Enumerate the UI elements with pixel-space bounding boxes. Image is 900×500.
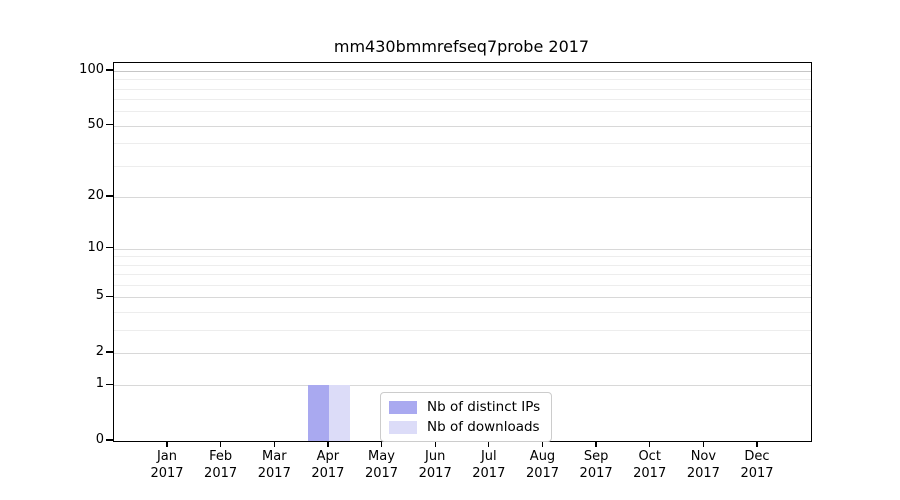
- x-tick-label: May 2017: [352, 448, 412, 482]
- x-tick-year: 2017: [418, 466, 452, 481]
- x-tick-label: Apr 2017: [298, 448, 358, 482]
- major-gridline: [114, 196, 811, 198]
- bar-distinct-ips: [307, 385, 329, 441]
- legend: Nb of distinct IPs Nb of downloads: [380, 392, 553, 442]
- legend-item-downloads: Nb of downloads: [389, 419, 540, 435]
- chart-title: mm430bmmrefseq7probe 2017: [333, 37, 590, 56]
- x-tick-month: Feb: [209, 449, 233, 464]
- x-tick-month: Apr: [316, 449, 340, 464]
- downloads-swatch: [389, 420, 417, 434]
- bars-layer: [114, 63, 811, 441]
- minor-gridline: [114, 99, 811, 101]
- major-gridline: [114, 248, 811, 250]
- x-tick-year: 2017: [740, 466, 774, 481]
- x-tick-label: Jun 2017: [405, 448, 465, 482]
- x-tick-year: 2017: [257, 466, 291, 481]
- x-tick-label: Sep 2017: [566, 448, 626, 482]
- minor-gridline: [114, 285, 811, 286]
- major-gridline: [114, 125, 811, 127]
- x-tick-year: 2017: [525, 466, 560, 481]
- x-tick-month: Jul: [480, 449, 497, 464]
- y-tick-label: 10: [87, 239, 104, 255]
- major-gridline: [114, 71, 811, 72]
- x-tick-year: 2017: [204, 466, 238, 481]
- x-tick-year: 2017: [311, 466, 345, 481]
- y-tick-mark: [106, 383, 113, 386]
- x-tick-year: 2017: [472, 466, 506, 481]
- x-tick-label: Jul 2017: [459, 448, 519, 482]
- x-tick-year: 2017: [364, 466, 399, 481]
- legend-label-downloads: Nb of downloads: [427, 419, 540, 435]
- bar-downloads: [328, 385, 350, 441]
- y-tick-mark: [106, 247, 113, 249]
- y-tick-label: 50: [87, 116, 104, 132]
- plot-area: Nb of distinct IPs Nb of downloads: [113, 62, 812, 442]
- x-tick-year: 2017: [686, 466, 720, 481]
- legend-item-distinct-ips: Nb of distinct IPs: [389, 399, 540, 415]
- y-tick-mark: [106, 69, 113, 71]
- minor-gridline: [114, 111, 811, 113]
- x-tick-month: Jan: [156, 449, 178, 464]
- y-tick-label: 100: [79, 62, 104, 77]
- y-tick-label: 0: [95, 432, 104, 447]
- x-tick-label: Dec 2017: [727, 448, 787, 482]
- x-tick-label: Feb 2017: [191, 448, 251, 482]
- x-tick-month: Mar: [262, 449, 287, 464]
- y-tick-label: 2: [95, 343, 104, 359]
- major-gridline: [114, 352, 811, 354]
- minor-gridline: [114, 88, 811, 90]
- legend-label-distinct-ips: Nb of distinct IPs: [427, 399, 541, 415]
- minor-gridline: [114, 264, 811, 266]
- x-tick-month: Jun: [425, 449, 446, 464]
- gridlines-layer: [114, 63, 811, 441]
- major-gridline: [114, 385, 811, 387]
- x-tick-year: 2017: [579, 466, 613, 481]
- x-tick-month: Aug: [529, 449, 556, 464]
- y-tick-label: 5: [95, 288, 104, 304]
- y-tick-mark: [106, 295, 113, 298]
- x-tick-label: Oct 2017: [620, 448, 680, 482]
- x-tick-month: Sep: [583, 449, 609, 464]
- y-tick-mark: [106, 351, 113, 353]
- x-tick-month: Oct: [638, 449, 661, 464]
- y-tick-label: 20: [87, 187, 104, 203]
- minor-gridline: [114, 79, 811, 81]
- minor-gridline: [114, 312, 811, 313]
- y-tick-label: 1: [95, 376, 104, 392]
- x-tick-label: Nov 2017: [673, 448, 733, 482]
- x-tick-label: Mar 2017: [244, 448, 304, 482]
- y-tick-mark: [106, 124, 113, 126]
- major-gridline: [114, 297, 811, 299]
- minor-gridline: [114, 274, 811, 276]
- minor-gridline: [114, 256, 811, 258]
- y-tick-mark: [106, 439, 113, 441]
- x-tick-label: Aug 2017: [513, 448, 573, 482]
- minor-gridline: [114, 165, 811, 167]
- x-tick-month: Dec: [744, 449, 770, 464]
- x-tick-year: 2017: [633, 466, 667, 481]
- x-axis-labels: Jan 2017 Feb 2017 Mar 2017 Apr 2017 May 2017 Jun 20…: [113, 448, 810, 488]
- x-tick-month: Nov: [690, 449, 717, 464]
- minor-gridline: [114, 143, 811, 145]
- y-axis-labels: 0 1 2 5 10 20 50 100: [0, 62, 104, 447]
- y-tick-mark: [106, 195, 113, 197]
- x-tick-label: Jan 2017: [137, 448, 197, 482]
- minor-gridline: [114, 329, 811, 331]
- x-tick-month: May: [368, 449, 395, 464]
- distinct-ips-swatch: [389, 400, 417, 414]
- x-tick-year: 2017: [150, 466, 184, 481]
